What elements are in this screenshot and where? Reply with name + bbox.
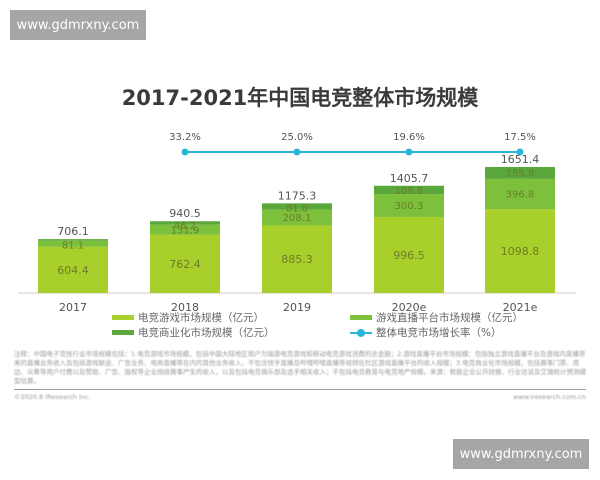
total-label: 1405.7 — [390, 172, 429, 185]
bar-segment — [150, 234, 220, 293]
segment-label: 762.4 — [169, 258, 201, 271]
bar-segment — [262, 203, 332, 210]
x-tick-label: 2020e — [392, 301, 427, 314]
segment-label: 885.3 — [281, 253, 313, 266]
growth-point — [405, 148, 413, 156]
legend-swatch-game-market — [112, 315, 134, 320]
bar-segment — [150, 224, 220, 235]
legend-live-platform: 游戏直播平台市场规模（亿元） — [350, 310, 523, 325]
footer-divider — [14, 389, 586, 390]
legend-label-commercialization: 电竞商业化市场规模（亿元） — [138, 327, 275, 339]
growth-point — [181, 148, 189, 156]
growth-label: 17.5% — [504, 132, 536, 143]
legend-swatch-live-platform — [350, 315, 372, 320]
x-tick-label: 2017 — [59, 301, 87, 314]
segment-label: 155.8 — [506, 168, 535, 179]
growth-point — [293, 148, 301, 156]
growth-label: 25.0% — [281, 132, 313, 143]
copyright: ©2020.8 iResearch Inc. — [14, 393, 91, 401]
segment-label: 604.4 — [57, 264, 89, 277]
segment-label: 208.1 — [283, 213, 312, 224]
bar-segment — [485, 209, 555, 293]
legend-growth-rate: 整体电竞市场增长率（%） — [350, 325, 501, 340]
segment-label: 996.5 — [393, 249, 425, 262]
segment-label: 300.3 — [395, 201, 424, 212]
legend-label-live-platform: 游戏直播平台市场规模（亿元） — [376, 312, 523, 324]
legend-game-market: 电竞游戏市场规模（亿元） — [112, 310, 264, 325]
x-tick-label: 2018 — [171, 301, 199, 314]
x-tick-label: 2021e — [503, 301, 538, 314]
segment-label: 131.9 — [171, 225, 200, 236]
total-label: 1175.3 — [278, 189, 317, 202]
footnote: 注释：中国电子竞技行业市场规模包括：1.电竞游戏市场规模，包括中国大陆地区用户为… — [14, 350, 586, 385]
bar-segment — [262, 209, 332, 226]
total-label: 706.1 — [57, 225, 89, 238]
total-label: 940.5 — [169, 207, 201, 220]
bar-segment — [150, 221, 220, 225]
watermark-bottom: www.gdmrxny.com — [453, 439, 589, 469]
bar-segment — [374, 185, 444, 195]
bar-segment — [485, 167, 555, 179]
bar-segment — [262, 225, 332, 293]
source-url: www.iresearch.com.cn — [512, 393, 586, 401]
legend-label-game-market: 电竞游戏市场规模（亿元） — [138, 312, 264, 324]
growth-label: 33.2% — [169, 132, 201, 143]
legend-swatch-commercialization — [112, 330, 134, 335]
watermark-top: www.gdmrxny.com — [10, 10, 146, 40]
x-tick-label: 2019 — [283, 301, 311, 314]
segment-label: 81.8 — [286, 203, 308, 214]
segment-label: 396.8 — [506, 190, 535, 201]
growth-label: 19.6% — [393, 132, 425, 143]
segment-label: 81.1 — [62, 241, 84, 252]
legend-label-growth-rate: 整体电竞市场增长率（%） — [376, 327, 502, 339]
segment-label: 1098.8 — [501, 245, 540, 258]
bar-segment — [374, 194, 444, 217]
segment-label: 108.8 — [395, 186, 424, 197]
bar-segment — [38, 246, 108, 293]
bar-segment — [374, 216, 444, 293]
bar-segment — [485, 178, 555, 210]
legend-commercialization: 电竞商业化市场规模（亿元） — [112, 325, 275, 340]
bar-segment — [38, 240, 108, 247]
legend-line-marker-icon — [350, 328, 372, 337]
segment-label: 46.2 — [174, 221, 196, 232]
total-label: 1651.4 — [501, 153, 540, 166]
bar-segment — [38, 239, 108, 241]
growth-point — [516, 148, 524, 156]
chart-title: 2017-2021年中国电竞整体市场规模 — [121, 86, 479, 110]
